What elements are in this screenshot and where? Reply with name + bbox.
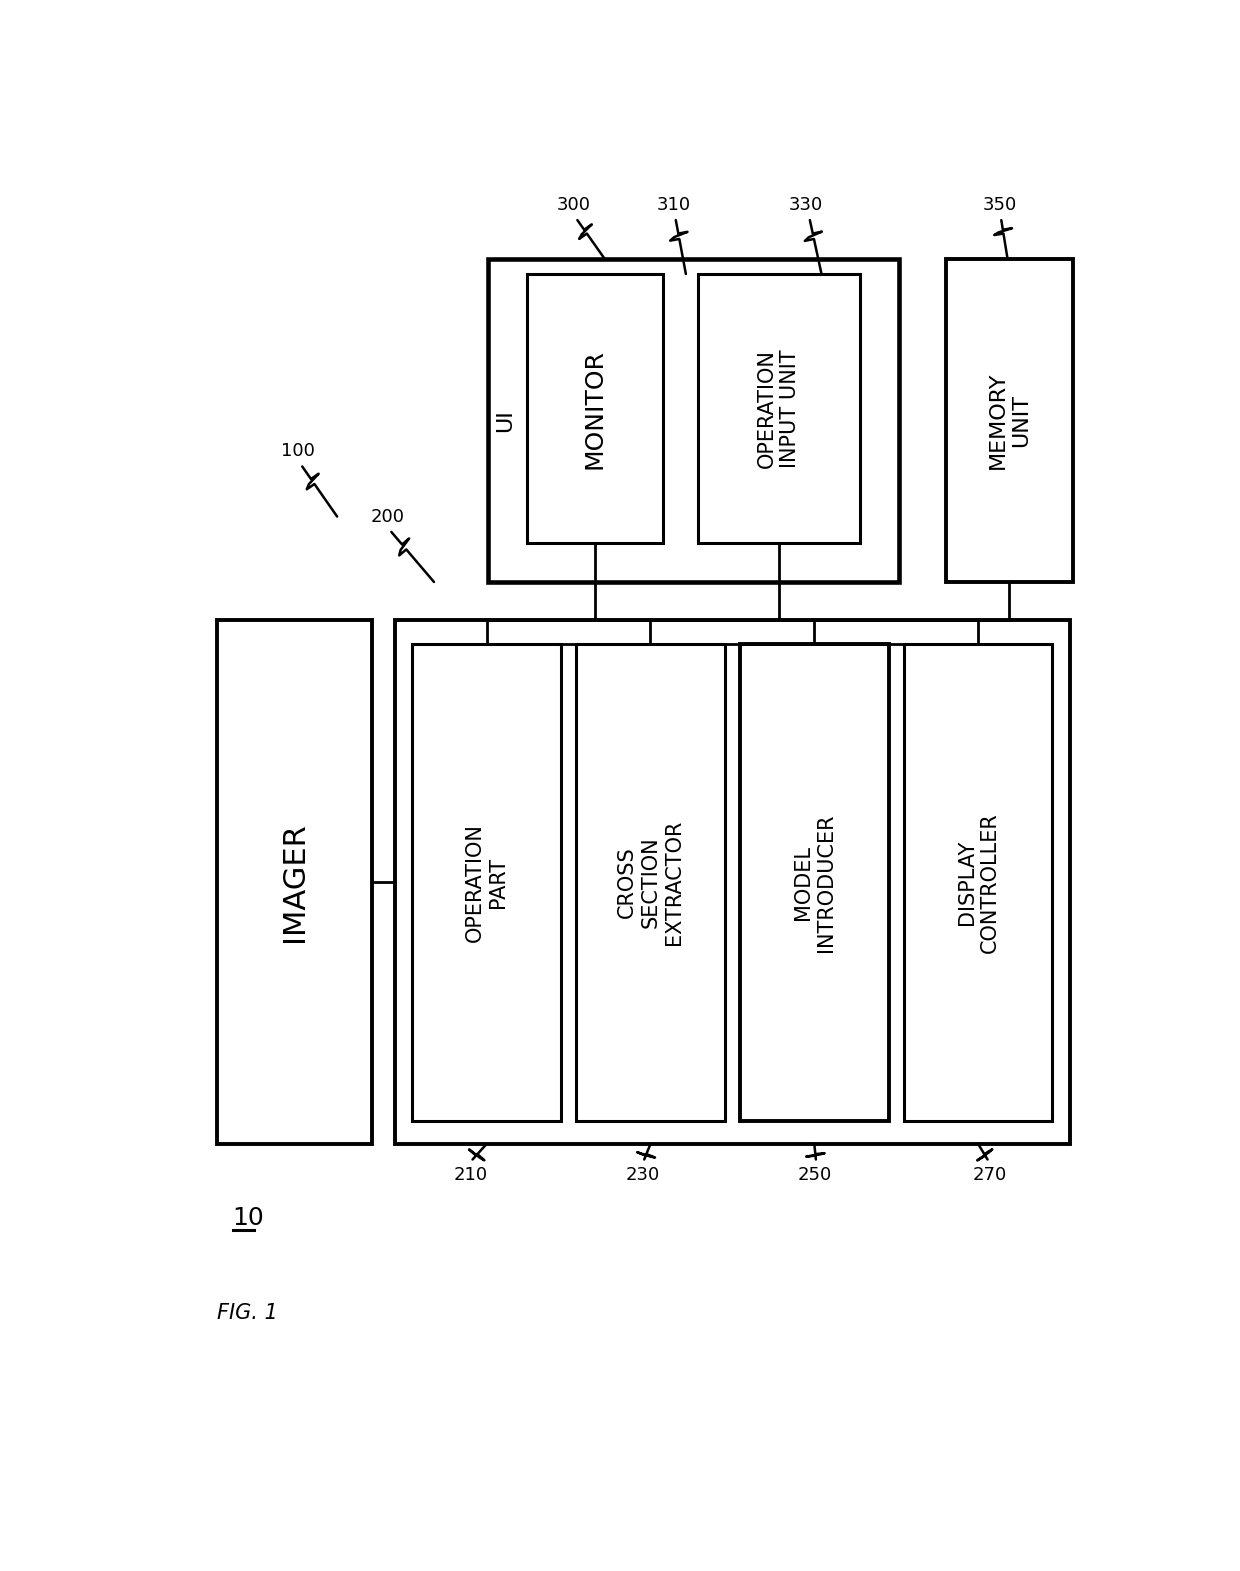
Text: CROSS
SECTION
EXTRACTOR: CROSS SECTION EXTRACTOR xyxy=(618,820,683,946)
Bar xyxy=(945,259,1074,581)
Bar xyxy=(489,259,899,581)
Text: 210: 210 xyxy=(454,1166,489,1185)
Text: OPERATION
PART: OPERATION PART xyxy=(465,823,508,941)
Text: 330: 330 xyxy=(789,196,823,214)
Bar xyxy=(904,644,1053,1122)
Bar xyxy=(527,273,662,544)
Text: MEMORY
UNIT: MEMORY UNIT xyxy=(988,371,1030,470)
Text: MODEL
INTRODUCER: MODEL INTRODUCER xyxy=(792,814,836,952)
Text: 350: 350 xyxy=(982,196,1017,214)
Bar xyxy=(740,644,889,1122)
Text: IMAGER: IMAGER xyxy=(280,822,309,943)
Text: 300: 300 xyxy=(557,196,590,214)
Bar xyxy=(577,644,724,1122)
Bar xyxy=(396,621,1069,1144)
Text: 10: 10 xyxy=(233,1207,264,1230)
Text: 270: 270 xyxy=(972,1166,1007,1185)
Text: 250: 250 xyxy=(797,1166,832,1185)
Text: OPERATION
INPUT UNIT: OPERATION INPUT UNIT xyxy=(758,349,801,468)
Text: 100: 100 xyxy=(281,441,315,460)
Bar xyxy=(697,273,861,544)
Bar xyxy=(412,644,560,1122)
Text: FIG. 1: FIG. 1 xyxy=(217,1304,278,1323)
Text: 200: 200 xyxy=(371,507,404,526)
Bar xyxy=(217,621,372,1144)
Text: MONITOR: MONITOR xyxy=(583,349,606,468)
Text: UI: UI xyxy=(495,408,516,432)
Text: 230: 230 xyxy=(625,1166,660,1185)
Text: DISPLAY
CONTROLLER: DISPLAY CONTROLLER xyxy=(956,812,999,952)
Text: 310: 310 xyxy=(657,196,692,214)
